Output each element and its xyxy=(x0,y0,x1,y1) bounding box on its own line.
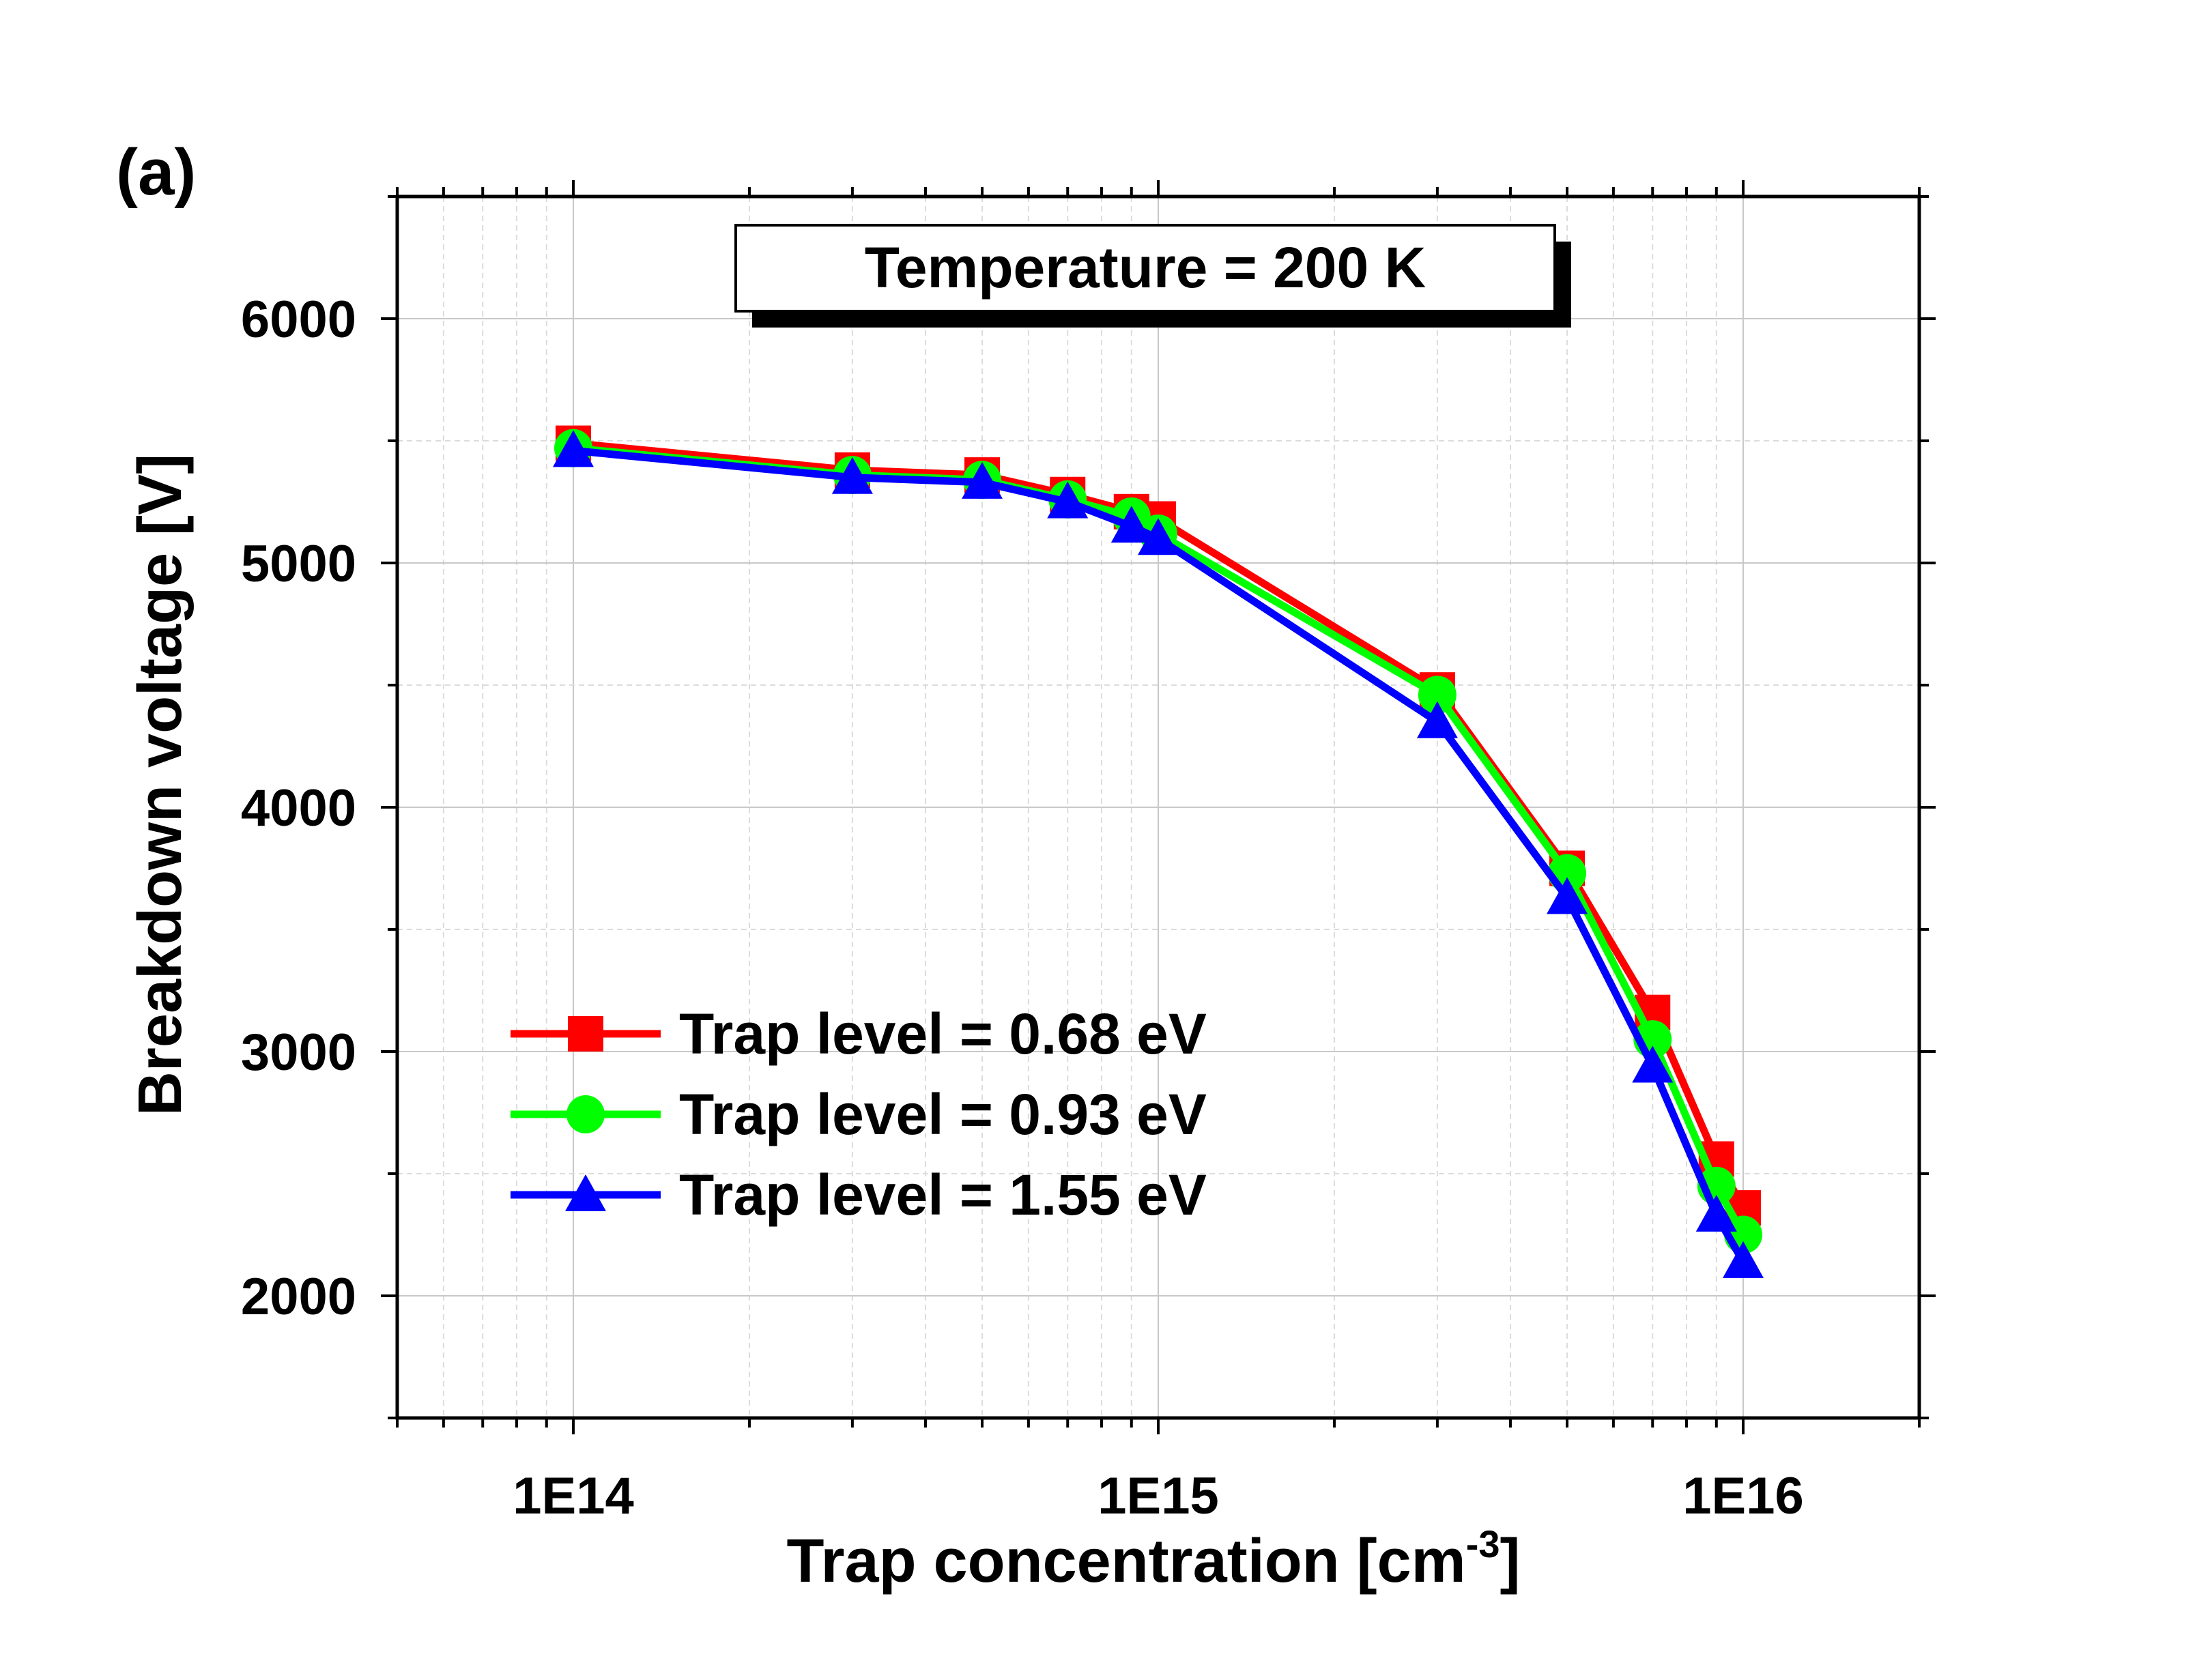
triangle-marker xyxy=(552,430,594,467)
legend-item: Trap level = 1.55 eV xyxy=(511,1163,1207,1227)
legend-item: Trap level = 0.93 eV xyxy=(511,1082,1207,1146)
y-tick-label: 6000 xyxy=(241,291,356,349)
triangle-marker xyxy=(1632,1045,1674,1083)
square-marker xyxy=(568,1016,603,1052)
triangle-marker xyxy=(962,461,1003,499)
triangle-marker xyxy=(1547,877,1588,914)
annotation-box: Temperature = 200 K xyxy=(734,224,1571,328)
x-axis-label: Trap concentration [cm-3] xyxy=(787,1522,1521,1595)
series-layer xyxy=(552,425,1764,1278)
y-tick-label: 2000 xyxy=(241,1268,356,1326)
y-tick-label: 5000 xyxy=(241,535,356,593)
triangle-marker xyxy=(1416,701,1458,738)
axes: 1E14 1E15 1E16 2000 3000 4000 5000 6000 xyxy=(241,180,1936,1525)
x-axis-label-text: Trap concentration [cm xyxy=(787,1527,1466,1595)
triangle-marker xyxy=(1110,506,1152,543)
legend-label: Trap level = 0.68 eV xyxy=(679,1002,1207,1066)
triangle-marker xyxy=(1723,1241,1764,1278)
legend-label: Trap level = 0.93 eV xyxy=(679,1082,1207,1146)
grid xyxy=(397,196,1920,1419)
legend: Trap level = 0.68 eV Trap level = 0.93 eV… xyxy=(511,1002,1207,1227)
panel-label: (a) xyxy=(116,136,196,209)
x-axis-label-close: ] xyxy=(1500,1527,1521,1595)
triangle-marker xyxy=(1047,481,1089,519)
circle-marker xyxy=(1418,676,1457,714)
y-axis-label: Breakdown voltage [V] xyxy=(126,454,195,1116)
x-axis-label-superscript: -3 xyxy=(1466,1522,1500,1565)
x-tick-label: 1E14 xyxy=(513,1467,634,1525)
triangle-marker xyxy=(1695,1194,1737,1232)
triangle-marker xyxy=(831,457,873,494)
x-tick-label: 1E15 xyxy=(1098,1467,1219,1525)
y-tick-label: 4000 xyxy=(241,779,356,837)
legend-label: Trap level = 1.55 eV xyxy=(679,1163,1207,1227)
annotation-text: Temperature = 200 K xyxy=(865,235,1426,300)
triangle-marker xyxy=(565,1174,606,1211)
y-tick-label: 3000 xyxy=(241,1024,356,1082)
triangle-marker xyxy=(1138,518,1179,555)
x-tick-label: 1E16 xyxy=(1682,1467,1804,1525)
series-triangle xyxy=(552,430,1764,1278)
circle-marker xyxy=(566,1095,605,1133)
legend-item: Trap level = 0.68 eV xyxy=(511,1002,1207,1066)
